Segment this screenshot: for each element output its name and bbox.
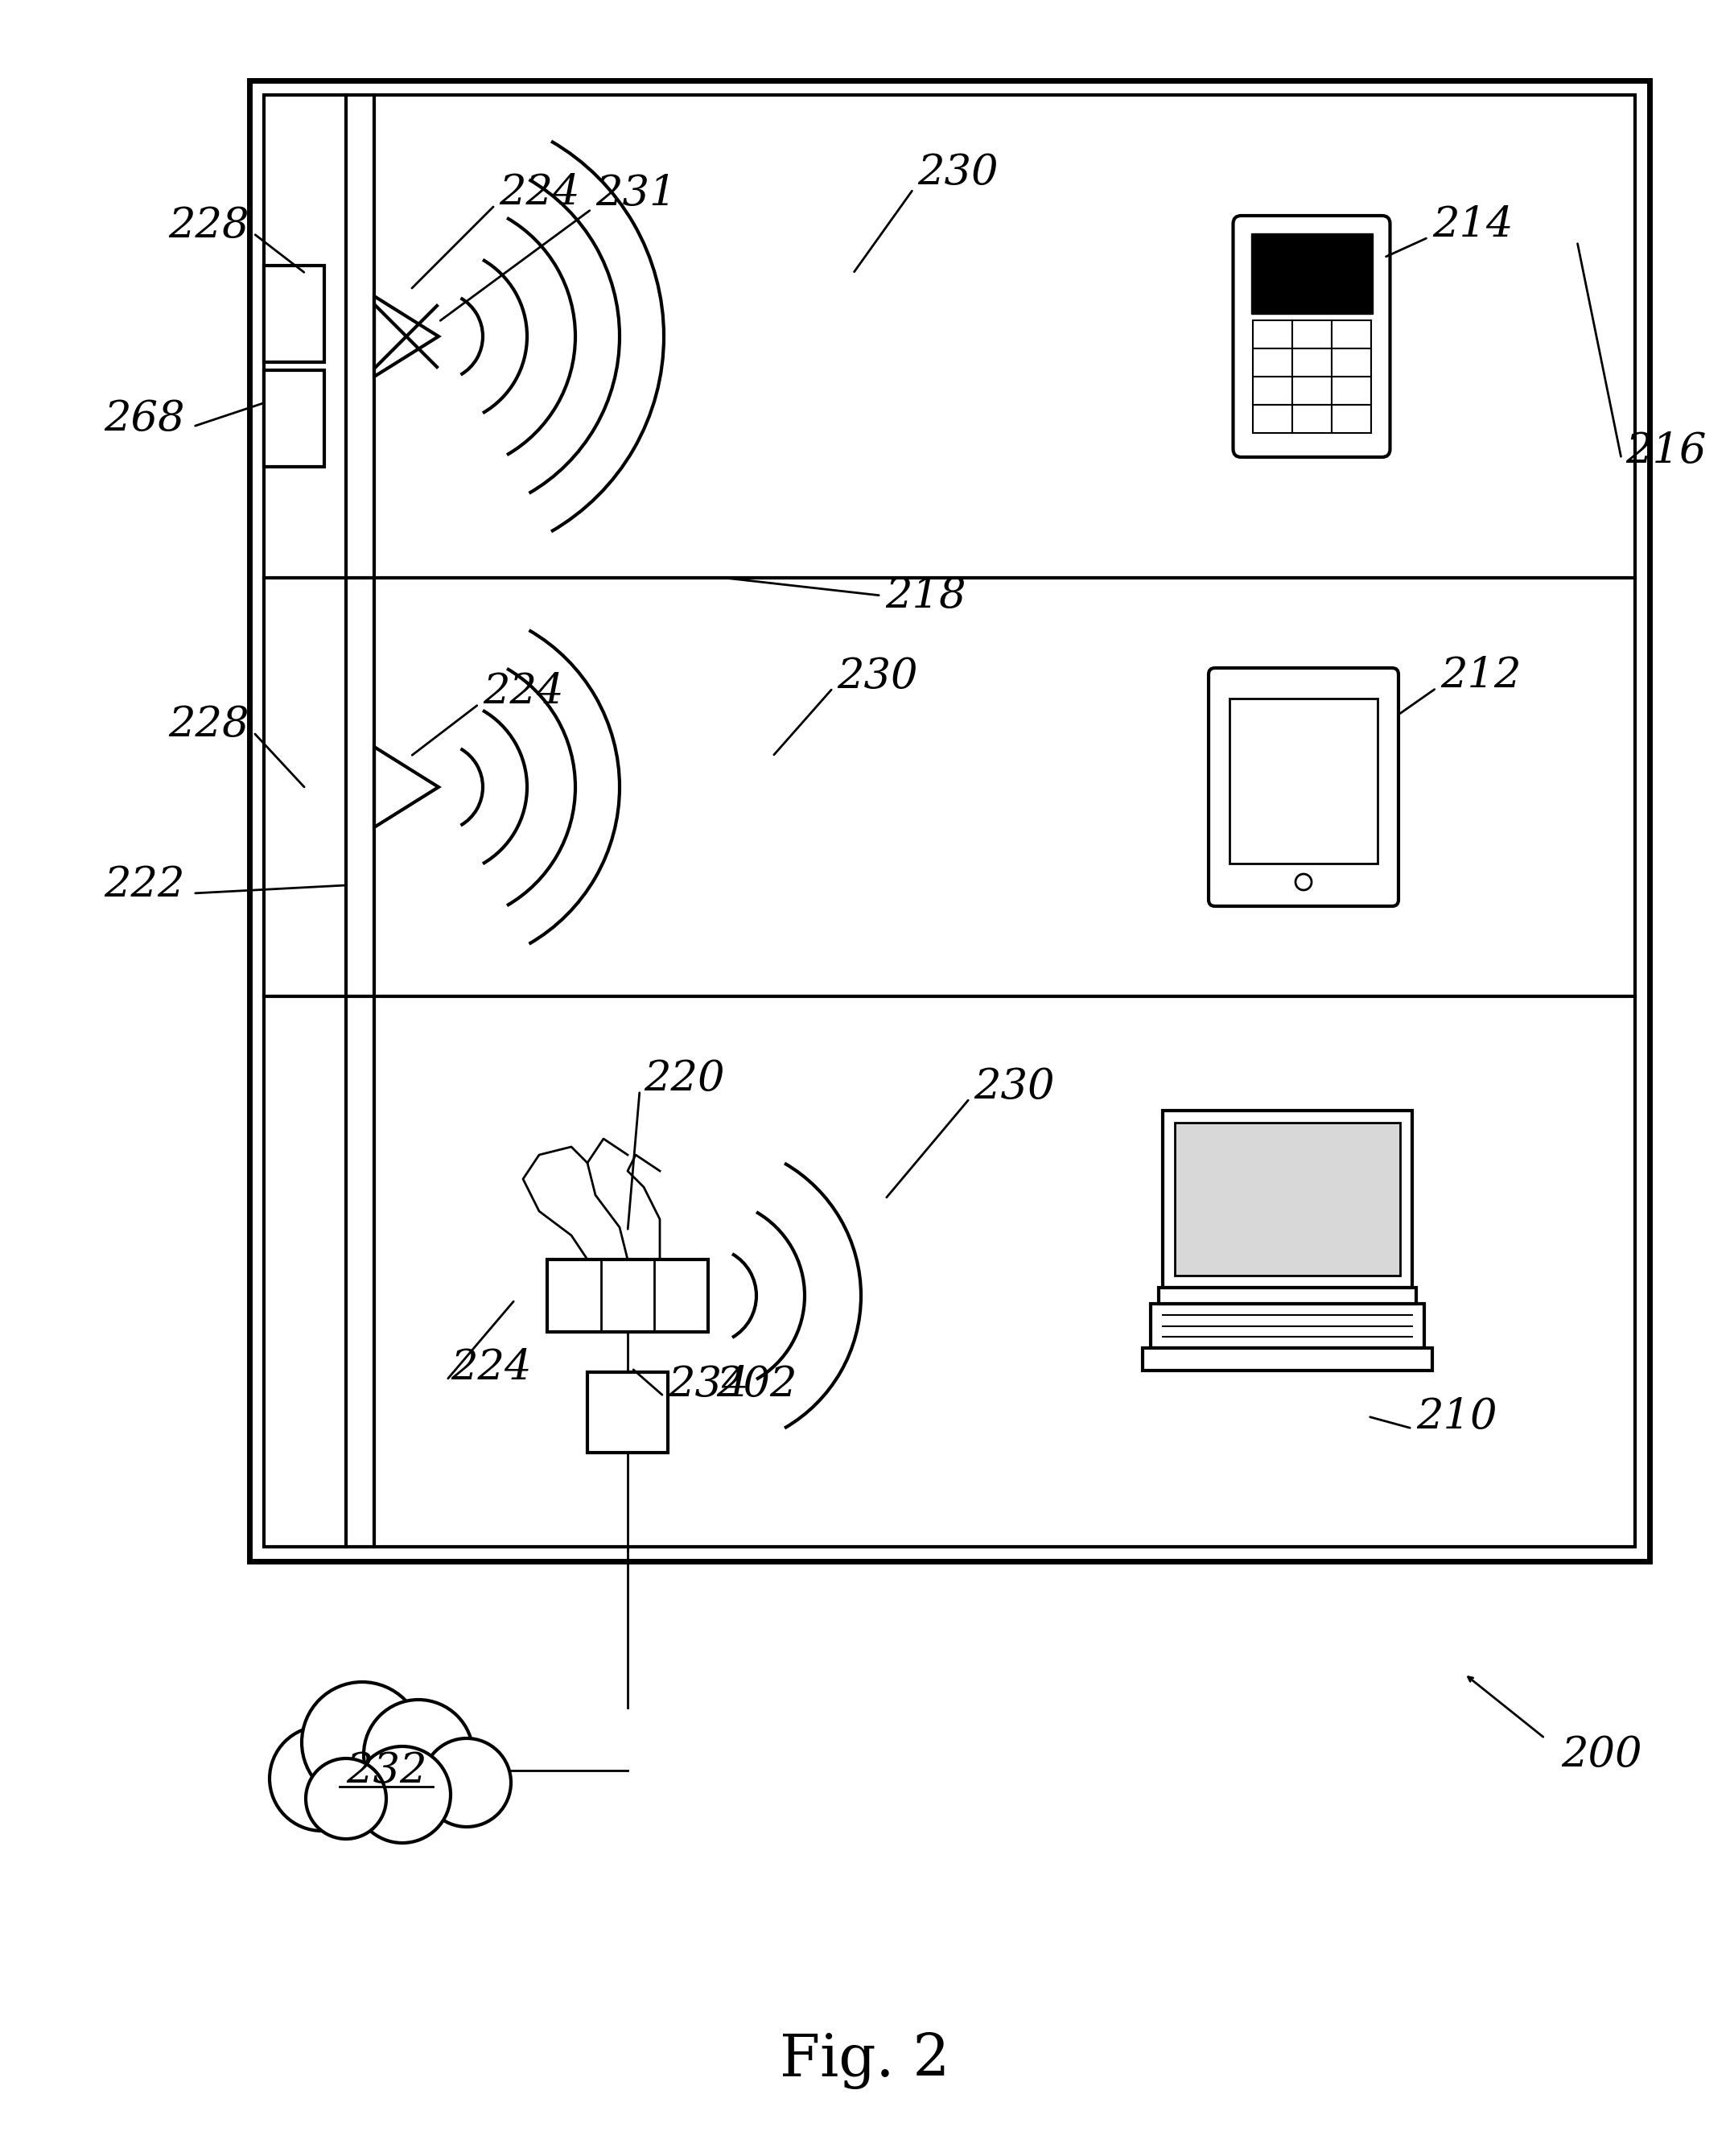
- Bar: [249, 80, 1649, 1561]
- Bar: [1253, 377, 1292, 405]
- Text: 232: 232: [346, 1751, 427, 1792]
- Bar: [1251, 233, 1372, 315]
- Text: 231: 231: [595, 172, 676, 213]
- Text: 224: 224: [450, 1348, 531, 1388]
- Bar: [265, 95, 1635, 1546]
- Circle shape: [355, 1746, 450, 1843]
- Text: 230: 230: [974, 1065, 1055, 1106]
- Text: 224: 224: [483, 671, 564, 714]
- Text: 228: 228: [168, 703, 249, 744]
- Circle shape: [301, 1682, 422, 1802]
- Text: 228: 228: [168, 205, 249, 246]
- Bar: [1332, 321, 1370, 349]
- Text: 216: 216: [1626, 431, 1706, 472]
- Text: Fig. 2: Fig. 2: [780, 2031, 950, 2089]
- Text: 202: 202: [716, 1365, 798, 1406]
- Bar: [1292, 349, 1332, 377]
- Circle shape: [363, 1699, 472, 1809]
- Text: 230: 230: [917, 153, 998, 194]
- Bar: [1292, 405, 1332, 433]
- FancyBboxPatch shape: [1209, 668, 1398, 906]
- Bar: [1253, 349, 1292, 377]
- Text: 214: 214: [1432, 205, 1514, 246]
- Text: 218: 218: [886, 576, 965, 617]
- Text: 268: 268: [104, 399, 185, 440]
- Bar: [265, 371, 324, 466]
- Bar: [1253, 405, 1292, 433]
- Circle shape: [306, 1759, 386, 1839]
- Bar: [1230, 699, 1377, 865]
- Bar: [265, 265, 324, 362]
- Bar: [1332, 405, 1370, 433]
- Bar: [1142, 1348, 1432, 1371]
- Bar: [1332, 349, 1370, 377]
- Bar: [1292, 321, 1332, 349]
- Text: 230: 230: [837, 655, 917, 696]
- Bar: [547, 1259, 708, 1332]
- Bar: [1332, 377, 1370, 405]
- Text: 222: 222: [104, 865, 185, 906]
- Bar: [1150, 1304, 1424, 1348]
- Text: 224: 224: [498, 172, 580, 213]
- Bar: [1253, 321, 1292, 349]
- Text: 200: 200: [1560, 1733, 1642, 1774]
- Circle shape: [270, 1727, 374, 1830]
- Bar: [1292, 377, 1332, 405]
- Text: 234: 234: [668, 1365, 749, 1406]
- Text: 210: 210: [1417, 1395, 1496, 1436]
- Text: 212: 212: [1441, 655, 1521, 696]
- FancyBboxPatch shape: [1233, 216, 1389, 457]
- Bar: [1175, 1123, 1400, 1276]
- Bar: [588, 1371, 668, 1453]
- Bar: [1163, 1110, 1412, 1287]
- Bar: [1159, 1287, 1417, 1304]
- Text: 220: 220: [644, 1059, 725, 1100]
- Circle shape: [422, 1738, 510, 1826]
